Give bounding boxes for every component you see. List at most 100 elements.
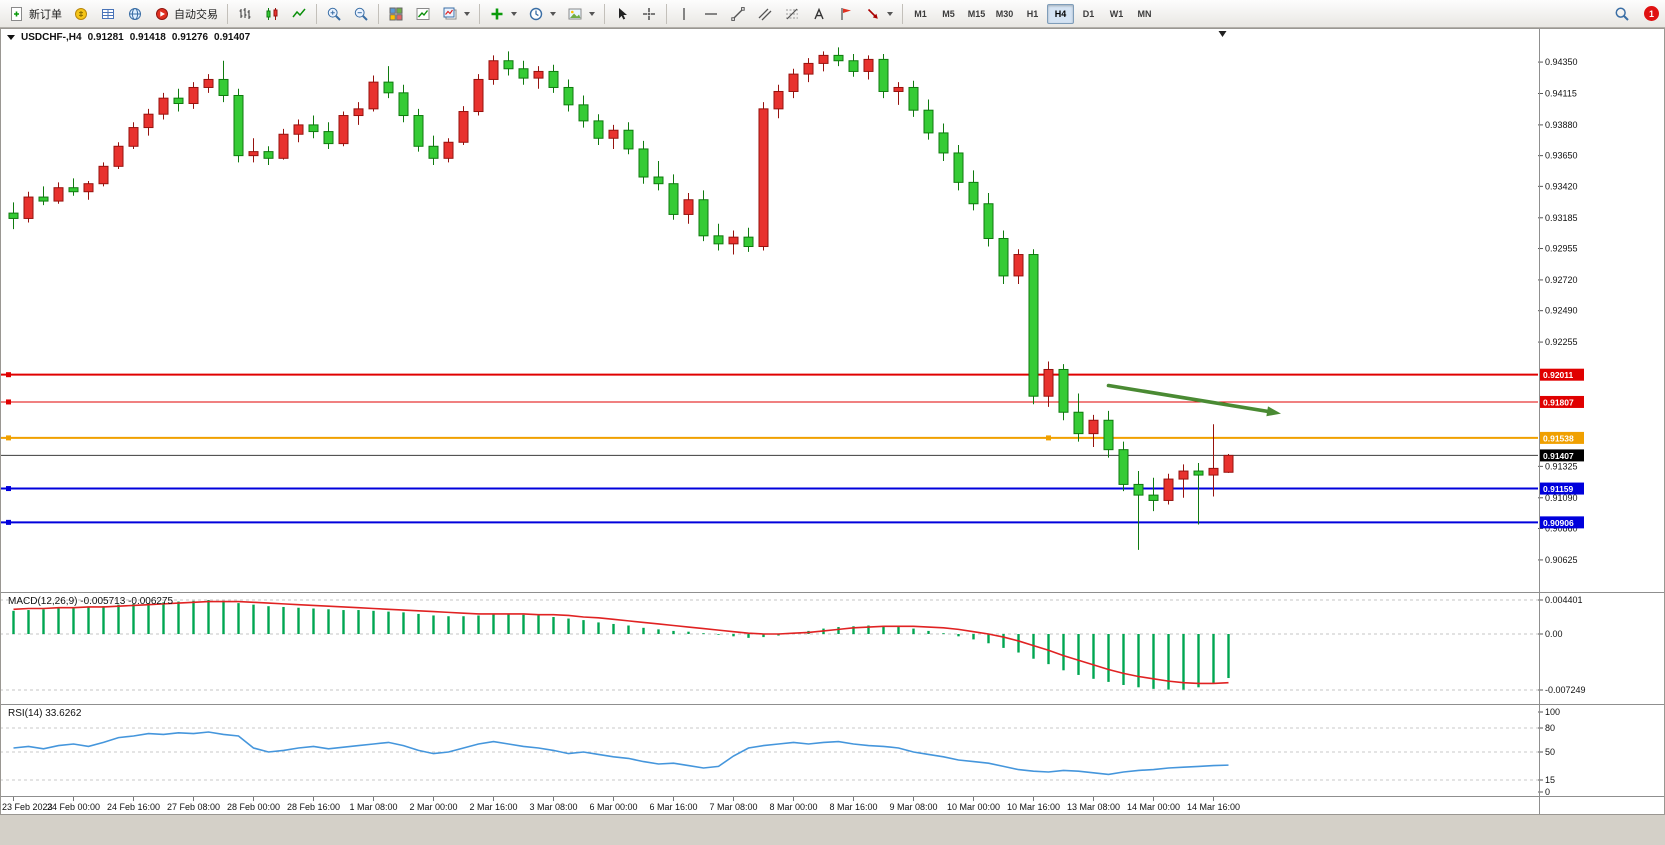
price-axis[interactable] bbox=[1540, 28, 1665, 814]
market-watch-button[interactable] bbox=[68, 2, 94, 26]
candle-body bbox=[68, 187, 79, 193]
svg-text:0.93880: 0.93880 bbox=[1545, 120, 1578, 130]
svg-text:6 Mar 00:00: 6 Mar 00:00 bbox=[589, 802, 637, 812]
horizontal-line-icon bbox=[703, 6, 719, 22]
svg-text:3 Mar 08:00: 3 Mar 08:00 bbox=[529, 802, 577, 812]
macd-panel[interactable] bbox=[0, 599, 1543, 691]
svg-text:0.92255: 0.92255 bbox=[1545, 337, 1578, 347]
time-axis-labels bbox=[13, 797, 1214, 801]
equidistant-channel-icon bbox=[757, 6, 773, 22]
time-axis[interactable] bbox=[0, 797, 1538, 814]
label-button[interactable] bbox=[833, 2, 859, 26]
candle-body bbox=[8, 212, 19, 219]
auto-trading-label: 自动交易 bbox=[174, 8, 218, 21]
data-window-button[interactable] bbox=[95, 2, 121, 26]
svg-text:0.92490: 0.92490 bbox=[1545, 306, 1578, 316]
separator bbox=[378, 3, 379, 24]
svg-text:0.00: 0.00 bbox=[1545, 629, 1563, 639]
separator bbox=[604, 3, 605, 24]
candle-body bbox=[278, 133, 289, 159]
arrows-button[interactable] bbox=[860, 2, 898, 26]
navigator-button[interactable] bbox=[122, 2, 148, 26]
svg-text:0.92955: 0.92955 bbox=[1545, 244, 1578, 254]
candle-body bbox=[1208, 467, 1219, 476]
horizontal-lines[interactable] bbox=[0, 368, 1584, 529]
svg-text:0.93420: 0.93420 bbox=[1545, 181, 1578, 191]
chart-profiles-button[interactable] bbox=[437, 2, 475, 26]
candle-body bbox=[338, 115, 349, 145]
timeframe-h1[interactable]: H1 bbox=[1019, 4, 1046, 24]
svg-text:28 Feb 16:00: 28 Feb 16:00 bbox=[287, 802, 340, 812]
text-icon bbox=[811, 6, 827, 22]
svg-text:0.93185: 0.93185 bbox=[1545, 213, 1578, 223]
timeframe-m15[interactable]: M15 bbox=[963, 4, 990, 24]
svg-text:15: 15 bbox=[1545, 775, 1555, 785]
fibonacci-icon bbox=[784, 6, 800, 22]
candles-layer bbox=[8, 47, 1234, 550]
candle-body bbox=[668, 183, 679, 215]
periods-icon bbox=[528, 6, 544, 22]
main-chart[interactable]: 0.004401 0.00 -0.007249 100 80 50 15 0 0.94350 0.… bbox=[0, 28, 1665, 815]
separator bbox=[479, 3, 480, 24]
new-order-button[interactable]: 新订单 bbox=[4, 2, 67, 26]
vertical-line-button[interactable] bbox=[671, 2, 697, 26]
svg-text:0.91325: 0.91325 bbox=[1545, 461, 1578, 471]
candle-body bbox=[1133, 483, 1144, 496]
tile-windows-button[interactable] bbox=[383, 2, 409, 26]
line-chart-button[interactable] bbox=[286, 2, 312, 26]
candle-body bbox=[908, 86, 919, 111]
auto-trading-button[interactable]: 自动交易 bbox=[149, 2, 223, 26]
zoom-in-button[interactable] bbox=[321, 2, 347, 26]
timeframe-mn[interactable]: MN bbox=[1131, 4, 1158, 24]
timeframe-m5[interactable]: M5 bbox=[935, 4, 962, 24]
candle-body bbox=[248, 151, 259, 157]
timeframe-m30[interactable]: M30 bbox=[991, 4, 1018, 24]
candle-body bbox=[503, 60, 514, 70]
window-menu-icon[interactable] bbox=[7, 35, 15, 40]
search-button[interactable] bbox=[1609, 2, 1635, 26]
candle-body bbox=[923, 109, 934, 134]
text-button[interactable] bbox=[806, 2, 832, 26]
indicators-button[interactable] bbox=[484, 2, 522, 26]
svg-text:8 Mar 00:00: 8 Mar 00:00 bbox=[769, 802, 817, 812]
candle-body bbox=[728, 236, 739, 245]
timeframe-h4[interactable]: H4 bbox=[1047, 3, 1074, 24]
svg-text:7 Mar 08:00: 7 Mar 08:00 bbox=[709, 802, 757, 812]
candle-body bbox=[698, 199, 709, 237]
chart-window[interactable]: 0.004401 0.00 -0.007249 100 80 50 15 0 0.94350 0.… bbox=[0, 28, 1665, 815]
fibonacci-button[interactable] bbox=[779, 2, 805, 26]
chart-plot-area[interactable] bbox=[0, 28, 1538, 814]
chart-shift-marker[interactable] bbox=[1218, 31, 1227, 37]
timeframe-d1[interactable]: D1 bbox=[1075, 4, 1102, 24]
periods-button[interactable] bbox=[523, 2, 561, 26]
notification-badge[interactable]: 1 bbox=[1644, 6, 1659, 21]
candle-body bbox=[1178, 470, 1189, 480]
zoom-out-icon bbox=[353, 6, 369, 22]
cursor-icon bbox=[614, 6, 630, 22]
templates-icon bbox=[567, 6, 583, 22]
zoom-out-button[interactable] bbox=[348, 2, 374, 26]
timeframe-m1[interactable]: M1 bbox=[907, 4, 934, 24]
svg-text:8 Mar 16:00: 8 Mar 16:00 bbox=[829, 802, 877, 812]
candle-body bbox=[1223, 454, 1234, 473]
timeframe-w1[interactable]: W1 bbox=[1103, 4, 1130, 24]
new-chart-button[interactable] bbox=[410, 2, 436, 26]
equidistant-channel-button[interactable] bbox=[752, 2, 778, 26]
svg-text:6 Mar 16:00: 6 Mar 16:00 bbox=[649, 802, 697, 812]
templates-button[interactable] bbox=[562, 2, 600, 26]
svg-text:14 Mar 00:00: 14 Mar 00:00 bbox=[1127, 802, 1180, 812]
candle-body bbox=[533, 70, 544, 79]
crosshair-button[interactable] bbox=[636, 2, 662, 26]
bar-chart-button[interactable] bbox=[232, 2, 258, 26]
rsi-panel[interactable] bbox=[0, 711, 1543, 793]
trendline-button[interactable] bbox=[725, 2, 751, 26]
horizontal-line-button[interactable] bbox=[698, 2, 724, 26]
candlestick-chart-button[interactable] bbox=[259, 2, 285, 26]
indicators-icon bbox=[489, 6, 505, 22]
candle-body bbox=[98, 165, 109, 185]
trend-arrow-annotation[interactable] bbox=[1106, 383, 1274, 414]
candle-body bbox=[623, 129, 634, 150]
cursor-button[interactable] bbox=[609, 2, 635, 26]
candle-body bbox=[983, 203, 994, 239]
candle-body bbox=[323, 131, 334, 145]
